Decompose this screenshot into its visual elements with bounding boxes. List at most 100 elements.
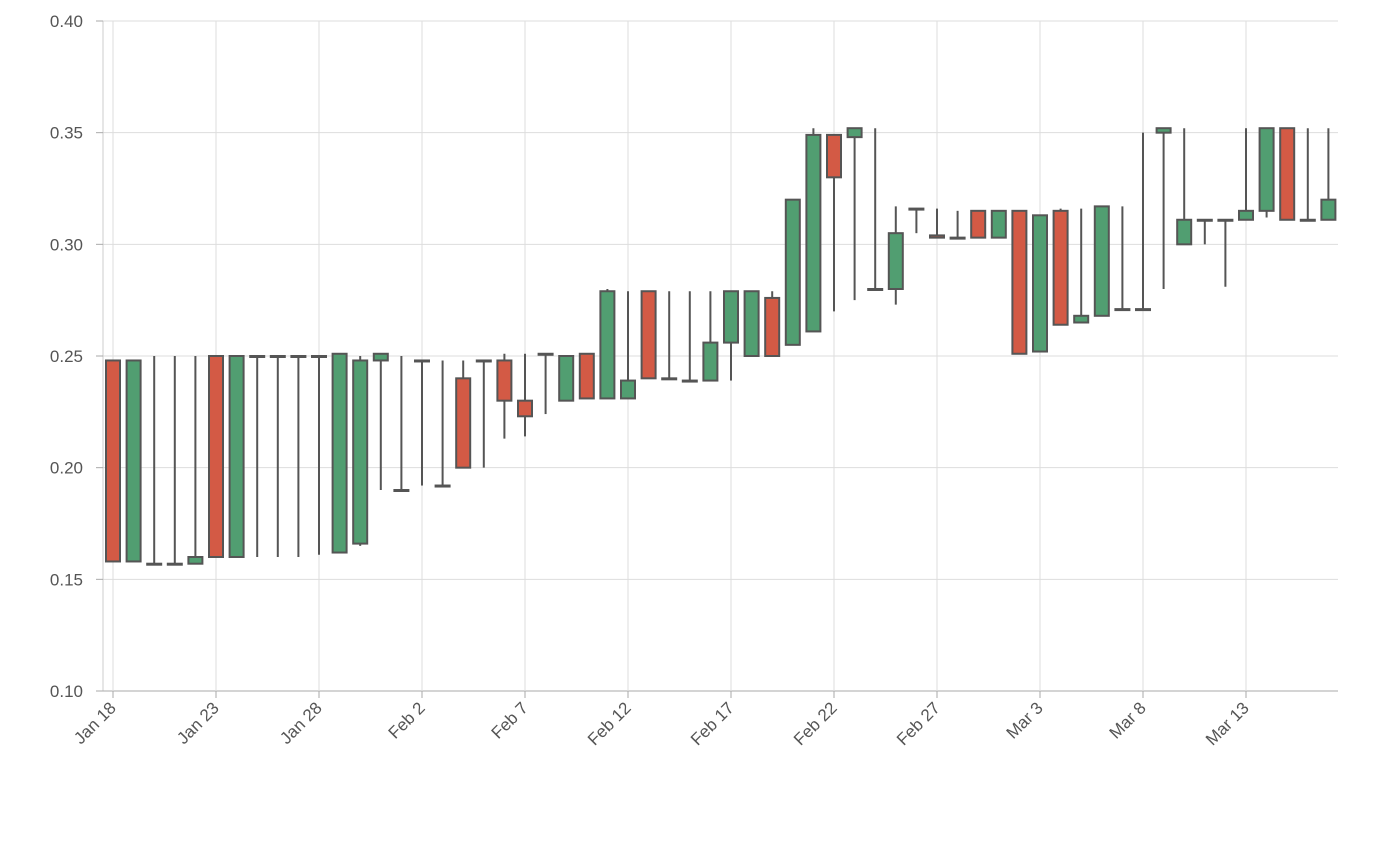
x-tick-label: Feb 7 xyxy=(488,698,532,742)
candle xyxy=(105,359,121,563)
candle-body-up xyxy=(867,288,884,291)
candle xyxy=(929,208,945,239)
x-tick-label: Mar 8 xyxy=(1106,698,1150,742)
candle xyxy=(146,356,163,566)
candle xyxy=(208,355,224,558)
candle-body-down xyxy=(578,352,595,400)
candle-body-up xyxy=(846,127,863,139)
candle-body-up xyxy=(372,352,389,362)
candle-body-up xyxy=(228,355,245,558)
candle-body-up xyxy=(1155,127,1172,134)
candle-body-up xyxy=(990,209,1007,239)
candle-body-up xyxy=(743,290,760,358)
candle-body-down xyxy=(208,355,224,558)
y-tick-label: 0.20 xyxy=(50,459,83,478)
candle-body-down xyxy=(455,377,472,469)
candle xyxy=(640,290,657,380)
candle-body-up xyxy=(784,198,801,346)
candle xyxy=(1114,206,1131,312)
candle-body-down xyxy=(1052,209,1069,326)
candle xyxy=(496,353,513,439)
candle xyxy=(970,209,987,239)
candle-body-down xyxy=(1011,209,1028,355)
candle xyxy=(908,207,925,234)
candle xyxy=(1135,132,1151,312)
candle xyxy=(187,356,204,565)
x-tick-label: Feb 22 xyxy=(790,698,841,749)
x-tick-label: Jan 28 xyxy=(276,698,326,748)
candle xyxy=(990,209,1007,239)
candle xyxy=(352,356,369,546)
candle-body-up xyxy=(681,379,698,383)
candle-body-up xyxy=(146,562,163,566)
candle xyxy=(784,198,801,346)
candle xyxy=(723,290,739,381)
candle-body-up xyxy=(661,377,678,381)
candle xyxy=(743,290,760,358)
candle xyxy=(125,359,142,563)
candle-body-up xyxy=(702,341,719,382)
candle xyxy=(1073,208,1090,324)
candle xyxy=(764,291,781,357)
y-tick-label: 0.15 xyxy=(50,570,83,589)
candle-body-up xyxy=(311,355,327,358)
candle-body-up xyxy=(1032,214,1048,353)
candle-body-up xyxy=(1238,209,1254,221)
y-tick-label: 0.10 xyxy=(50,682,83,701)
candle xyxy=(826,133,842,312)
candle-body-up xyxy=(1196,218,1213,222)
grid xyxy=(102,20,1338,692)
candle-body-up xyxy=(125,359,142,563)
candle xyxy=(1032,214,1048,353)
candle xyxy=(702,291,719,382)
x-tick-label: Feb 12 xyxy=(584,698,635,749)
candle xyxy=(1176,128,1193,246)
candle-body-up xyxy=(887,232,904,291)
candle-body-down xyxy=(496,359,513,402)
candle xyxy=(599,289,616,400)
candle-body-up xyxy=(1176,218,1193,246)
y-tick-label: 0.30 xyxy=(50,235,83,254)
candle-body-up xyxy=(290,355,307,358)
candle-body-up xyxy=(434,484,451,488)
candle-body-up xyxy=(1073,314,1090,324)
candle-body-up xyxy=(1135,308,1151,312)
candle xyxy=(1320,128,1337,221)
candle-body-up xyxy=(249,355,266,358)
candle xyxy=(1196,218,1213,245)
y-tick-label: 0.40 xyxy=(50,12,83,31)
candle-body-up xyxy=(1258,127,1275,212)
x-axis: Jan 18 Jan 23 Jan 28 Feb 2 Feb 7 Feb 12 Feb 17… xyxy=(70,691,1253,749)
candle-body-up xyxy=(558,355,575,402)
candle xyxy=(290,355,307,557)
candle xyxy=(1093,205,1110,317)
candle xyxy=(1052,208,1069,326)
candle xyxy=(475,359,492,468)
candle xyxy=(867,128,884,291)
candle-body-up xyxy=(599,290,616,400)
candle xyxy=(372,352,389,490)
candle xyxy=(455,360,472,469)
candle-body-up xyxy=(414,359,430,363)
candle-body-down xyxy=(970,209,987,239)
candle xyxy=(661,291,678,381)
candle xyxy=(1011,209,1028,355)
candle-body-down xyxy=(1279,127,1296,221)
x-tick-label: Feb 17 xyxy=(687,698,738,749)
candle xyxy=(1258,127,1275,218)
candle-body-up xyxy=(475,359,492,363)
candle-body-up xyxy=(1093,205,1110,317)
candle xyxy=(949,210,966,240)
candle-body-up xyxy=(537,352,554,356)
candle-body-up xyxy=(1217,218,1234,222)
candle xyxy=(1238,128,1254,221)
candle-body-up xyxy=(1320,198,1337,221)
candle-body-up xyxy=(723,290,739,344)
x-tick-label: Feb 27 xyxy=(893,698,944,749)
candle xyxy=(805,128,822,333)
candle xyxy=(249,355,266,557)
candle-body-up xyxy=(620,379,636,400)
candle xyxy=(887,206,904,305)
candle xyxy=(331,352,348,554)
